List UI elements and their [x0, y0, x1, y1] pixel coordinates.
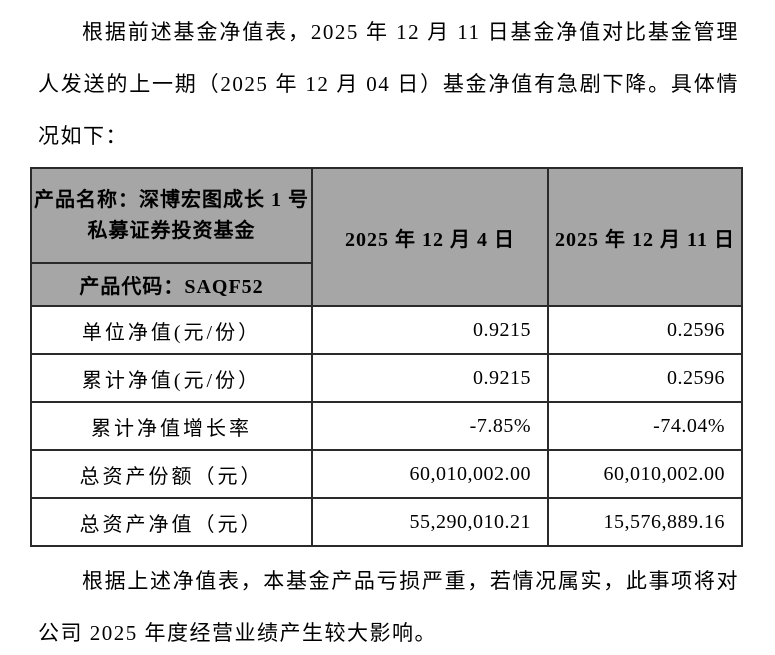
- row-label: 总资产份额（元）: [30, 449, 313, 499]
- table-header-row-1: 产品名称：深博宏图成长 1 号 私募证券投资基金 2025 年 12 月 4 日…: [30, 167, 743, 307]
- row-value: -7.85%: [311, 401, 549, 451]
- row-value: 55,290,010.21: [311, 497, 549, 547]
- row-value: 60,010,002.00: [311, 449, 549, 499]
- row-value: 60,010,002.00: [547, 449, 743, 499]
- table-row-unit-nav: 单位净值(元/份） 0.9215 0.2596: [30, 305, 743, 355]
- product-name-line1: 产品名称：深博宏图成长 1 号: [34, 188, 309, 211]
- table-row-total-net-assets: 总资产净值（元） 55,290,010.21 15,576,889.16: [30, 497, 743, 547]
- product-name-cell: 产品名称：深博宏图成长 1 号 私募证券投资基金: [30, 167, 313, 264]
- row-value: 15,576,889.16: [547, 497, 743, 547]
- row-label: 累计净值增长率: [30, 401, 313, 451]
- closing-paragraph: 根据上述净值表，本基金产品亏损严重，若情况属实，此事项将对公司 2025 年度经…: [38, 569, 739, 645]
- row-label: 累计净值(元/份）: [30, 353, 313, 403]
- row-value: 0.2596: [547, 353, 743, 403]
- product-code-cell: 产品代码：SAQF52: [30, 262, 313, 307]
- row-value: 0.9215: [311, 353, 549, 403]
- fund-comparison-table: 产品名称：深博宏图成长 1 号 私募证券投资基金 2025 年 12 月 4 日…: [30, 167, 743, 547]
- row-value: 0.2596: [547, 305, 743, 355]
- table-row-total-shares: 总资产份额（元） 60,010,002.00 60,010,002.00: [30, 449, 743, 499]
- row-label: 单位净值(元/份）: [30, 305, 313, 355]
- row-label: 总资产净值（元）: [30, 497, 313, 547]
- table-header-row-2: 产品代码：SAQF52: [30, 262, 742, 307]
- column-header-date-2: 2025 年 12 月 11 日: [547, 167, 743, 307]
- table-row-cumulative-nav: 累计净值(元/份） 0.9215 0.2596: [30, 353, 743, 403]
- column-header-date-1: 2025 年 12 月 4 日: [311, 167, 549, 307]
- table-row-cumulative-growth-rate: 累计净值增长率 -7.85% -74.04%: [30, 401, 743, 451]
- row-value: 0.9215: [311, 305, 549, 355]
- row-value: -74.04%: [547, 401, 743, 451]
- intro-paragraph: 根据前述基金净值表，2025 年 12 月 11 日基金净值对比基金管理人发送的…: [38, 20, 739, 148]
- product-name-line2: 私募证券投资基金: [87, 219, 256, 242]
